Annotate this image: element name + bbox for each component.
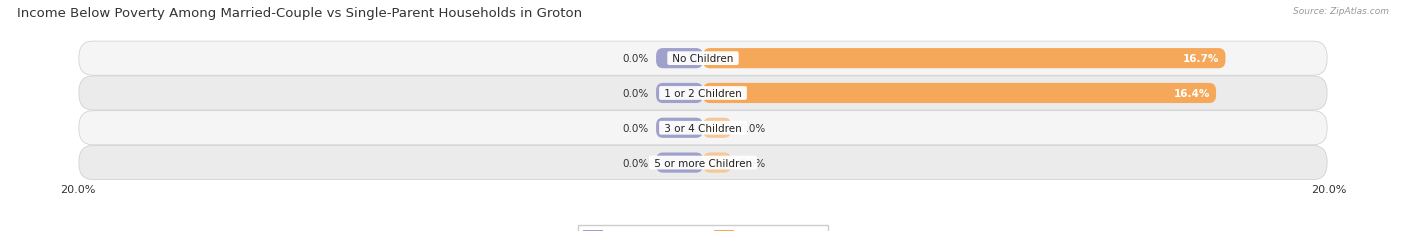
FancyBboxPatch shape	[657, 49, 703, 69]
FancyBboxPatch shape	[657, 118, 703, 138]
FancyBboxPatch shape	[657, 84, 703, 103]
FancyBboxPatch shape	[79, 42, 1327, 76]
FancyBboxPatch shape	[79, 111, 1327, 145]
FancyBboxPatch shape	[703, 118, 731, 138]
Text: 0.0%: 0.0%	[621, 88, 648, 99]
FancyBboxPatch shape	[703, 84, 1216, 103]
FancyBboxPatch shape	[703, 153, 731, 173]
FancyBboxPatch shape	[703, 49, 1226, 69]
FancyBboxPatch shape	[657, 153, 703, 173]
Text: 16.7%: 16.7%	[1182, 54, 1219, 64]
Text: 0.0%: 0.0%	[621, 123, 648, 133]
Text: 3 or 4 Children: 3 or 4 Children	[661, 123, 745, 133]
Text: Income Below Poverty Among Married-Couple vs Single-Parent Households in Groton: Income Below Poverty Among Married-Coupl…	[17, 7, 582, 20]
Text: 0.0%: 0.0%	[740, 158, 765, 168]
Text: 0.0%: 0.0%	[621, 158, 648, 168]
Text: Source: ZipAtlas.com: Source: ZipAtlas.com	[1294, 7, 1389, 16]
Text: 1 or 2 Children: 1 or 2 Children	[661, 88, 745, 99]
Text: No Children: No Children	[669, 54, 737, 64]
Text: 0.0%: 0.0%	[621, 54, 648, 64]
FancyBboxPatch shape	[79, 76, 1327, 111]
Legend: Married Couples, Single Parents: Married Couples, Single Parents	[578, 225, 828, 231]
Text: 5 or more Children: 5 or more Children	[651, 158, 755, 168]
FancyBboxPatch shape	[79, 146, 1327, 180]
Text: 16.4%: 16.4%	[1174, 88, 1209, 99]
Text: 0.0%: 0.0%	[740, 123, 765, 133]
